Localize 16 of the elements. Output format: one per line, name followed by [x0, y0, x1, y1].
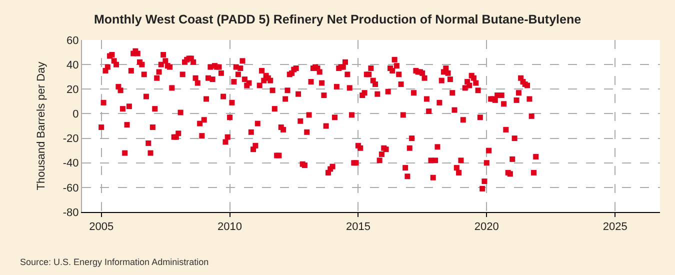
y-tick-label: 20 — [66, 84, 79, 96]
y-tick-label: 60 — [66, 34, 79, 47]
y-tick-label: -20 — [62, 133, 79, 146]
x-tick-label: 2005 — [89, 221, 114, 234]
x-tick-label: 2020 — [474, 221, 499, 234]
y-axis-title: Thousand Barrels per Day — [36, 61, 48, 190]
y-tick-label: -40 — [62, 158, 79, 170]
x-tick-label: 2010 — [218, 221, 242, 234]
source-note: Source: U.S. Energy Information Administration — [20, 257, 209, 267]
y-tick-label: -60 — [62, 182, 79, 194]
y-tick-label: 40 — [66, 59, 79, 72]
chart-title: Monthly West Coast (PADD 5) Refinery Net Production of Normal Butane-Butylene — [94, 12, 582, 27]
x-tick-label: 2015 — [346, 221, 370, 234]
x-tick-label: 2025 — [602, 221, 628, 234]
y-tick-label: 0 — [72, 108, 79, 121]
y-tick-label: -80 — [62, 206, 79, 219]
